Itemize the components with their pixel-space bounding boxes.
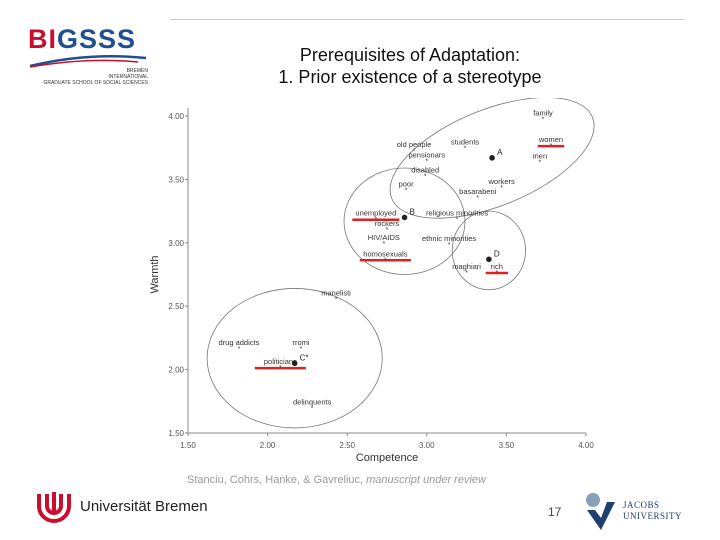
citation: Stanciu, Cohrs, Hanke, & Gavreliuc, manu… bbox=[187, 474, 486, 486]
cluster-ellipse bbox=[389, 98, 595, 219]
university-name: Universität Bremen bbox=[80, 498, 208, 515]
point-label: basarabeni bbox=[459, 187, 496, 196]
data-point: * bbox=[465, 270, 468, 277]
centroid-label: A bbox=[497, 148, 503, 157]
centroid-label: B bbox=[410, 207, 415, 216]
point-label: maghiari bbox=[452, 262, 481, 271]
point-label: poor bbox=[399, 180, 415, 189]
point-label: manelisti bbox=[321, 289, 351, 298]
bigsss-logo: BIGSSS BREMEN INTERNATIONAL GRADUATE SCH… bbox=[28, 26, 148, 88]
data-point: * bbox=[386, 227, 389, 234]
data-point: * bbox=[456, 217, 459, 224]
y-tick-label: 4.00 bbox=[168, 112, 184, 121]
data-point: * bbox=[382, 241, 385, 248]
point-label: family bbox=[533, 109, 553, 118]
ub-emblem-icon bbox=[37, 492, 71, 523]
point-label: religious minorities bbox=[426, 209, 488, 218]
data-point: * bbox=[413, 148, 416, 155]
y-tick-label: 3.50 bbox=[168, 175, 184, 184]
point-label: students bbox=[451, 138, 480, 147]
x-tick-label: 1.50 bbox=[180, 441, 196, 450]
point-label: disabled bbox=[411, 166, 439, 175]
logo-sub-line-3: GRADUATE SCHOOL OF SOCIAL SCIENCES bbox=[43, 80, 148, 86]
point-label: homosexuals bbox=[363, 249, 407, 258]
cluster-ellipse bbox=[206, 288, 383, 429]
point-label: women bbox=[538, 135, 563, 144]
y-tick-label: 2.50 bbox=[168, 302, 184, 311]
point-label: old people bbox=[397, 140, 432, 149]
x-tick-label: 2.00 bbox=[260, 441, 276, 450]
universitaet-bremen-logo: Universität Bremen bbox=[36, 490, 236, 528]
centroid-label: D bbox=[494, 249, 500, 258]
cluster-ellipse bbox=[343, 167, 466, 275]
title-line-1: Prerequisites of Adaptation: bbox=[299, 45, 521, 65]
data-point: * bbox=[538, 160, 541, 167]
data-point: * bbox=[425, 158, 428, 165]
header-divider bbox=[170, 19, 685, 20]
point-label: men bbox=[533, 152, 548, 161]
point-label: rockers bbox=[375, 219, 400, 228]
data-point: * bbox=[424, 174, 427, 181]
point-label: drug addicts bbox=[219, 338, 260, 347]
logo-subtitle: BREMEN INTERNATIONAL GRADUATE SCHOOL OF … bbox=[28, 68, 148, 86]
page-number: 17 bbox=[548, 505, 562, 519]
point-label: HIV/AIDS bbox=[368, 233, 400, 242]
logo-sub-line-1: BREMEN bbox=[126, 68, 148, 74]
point-label: delinquents bbox=[293, 398, 332, 407]
point-label: rromi bbox=[292, 338, 309, 347]
data-point: * bbox=[448, 242, 451, 249]
data-point: * bbox=[238, 346, 241, 353]
cluster-centroid bbox=[401, 214, 408, 221]
x-tick-label: 4.00 bbox=[578, 441, 594, 450]
centroid-label: C* bbox=[300, 353, 309, 362]
data-point: * bbox=[311, 406, 314, 413]
title-line-2: 1. Prior existence of a stereotype bbox=[278, 67, 542, 87]
logo-sub-line-2: INTERNATIONAL bbox=[108, 74, 148, 80]
x-tick-label: 3.00 bbox=[419, 441, 435, 450]
point-label: workers bbox=[487, 177, 515, 186]
cluster-ellipse bbox=[451, 210, 526, 291]
point-label: politicians bbox=[264, 357, 297, 366]
point-label: ethnic minorities bbox=[422, 234, 476, 243]
x-tick-label: 3.50 bbox=[499, 441, 515, 450]
cluster-centroid bbox=[291, 360, 298, 367]
x-tick-label: 2.50 bbox=[339, 441, 355, 450]
point-label: pensionars bbox=[408, 150, 445, 159]
data-point: * bbox=[405, 188, 408, 195]
data-point: * bbox=[500, 185, 503, 192]
cluster-centroid bbox=[489, 155, 495, 161]
stereotype-scatter-chart: 1.50 2.00 2.50 3.00 3.50 4.00 1.50 2.00 2.50 3.00… bbox=[149, 98, 595, 463]
x-axis-label: Competence bbox=[356, 452, 418, 463]
y-tick-label: 1.50 bbox=[168, 429, 184, 438]
logo-word-gsss: GSSS bbox=[57, 24, 137, 54]
data-point: * bbox=[300, 346, 303, 353]
cluster-centroid bbox=[486, 256, 492, 263]
data-point: * bbox=[542, 117, 545, 124]
data-point: * bbox=[335, 297, 338, 304]
citation-authors: Stanciu, Cohrs, Hanke, & Gavreliuc, bbox=[187, 474, 367, 486]
jacobs-university-logo: JACOBS UNIVERSITY bbox=[583, 490, 693, 532]
y-tick-label: 3.00 bbox=[168, 239, 184, 248]
logo-word-bi: BI bbox=[28, 24, 57, 54]
y-axis-label: Warmth bbox=[149, 255, 161, 293]
data-point: * bbox=[476, 195, 479, 202]
jacobs-line-2: UNIVERSITY bbox=[623, 511, 682, 521]
data-point: * bbox=[464, 146, 467, 153]
y-tick-label: 2.00 bbox=[168, 366, 184, 375]
slide-title: Prerequisites of Adaptation: 1. Prior ex… bbox=[240, 44, 580, 88]
jacobs-line-1: JACOBS bbox=[623, 500, 660, 510]
point-label: unemployed bbox=[355, 209, 396, 218]
logo-swoosh-icon bbox=[29, 54, 147, 68]
jacobs-emblem-icon bbox=[586, 493, 615, 530]
point-label: rich bbox=[491, 262, 503, 271]
citation-note: manuscript under review bbox=[366, 474, 486, 486]
